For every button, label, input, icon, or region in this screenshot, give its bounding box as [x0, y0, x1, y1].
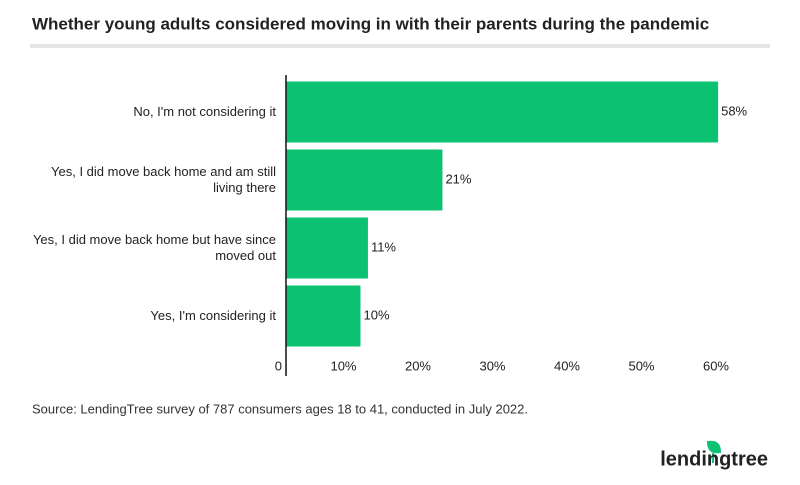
value-label: 10% — [364, 307, 390, 322]
value-label: 11% — [371, 239, 396, 254]
x-tick-label: 10% — [330, 358, 356, 373]
value-label: 58% — [721, 103, 747, 118]
x-tick-label: 20% — [405, 358, 431, 373]
x-tick-label: 50% — [628, 358, 654, 373]
x-tick-label: 30% — [479, 358, 505, 373]
category-label: No, I'm not considering it — [133, 104, 276, 119]
bar — [286, 217, 368, 279]
x-tick-label: 0 — [275, 358, 282, 373]
source: Source: LendingTree survey of 787 consum… — [32, 401, 528, 416]
category-label: Yes, I did move back home and am still l… — [51, 164, 276, 195]
logo: lendingtree — [660, 448, 768, 470]
title-rule — [30, 44, 770, 48]
bar — [286, 285, 361, 347]
chart-title: Whether young adults considered moving i… — [32, 14, 709, 33]
bar — [286, 149, 443, 211]
logo-leaf — [706, 440, 722, 463]
category-label: Yes, I'm considering it — [150, 308, 276, 323]
value-label: 21% — [445, 171, 471, 186]
x-tick-label: 40% — [554, 358, 580, 373]
category-label: Yes, I did move back home but have since… — [32, 232, 276, 263]
bar — [286, 81, 719, 143]
x-tick-label: 60% — [703, 358, 729, 373]
